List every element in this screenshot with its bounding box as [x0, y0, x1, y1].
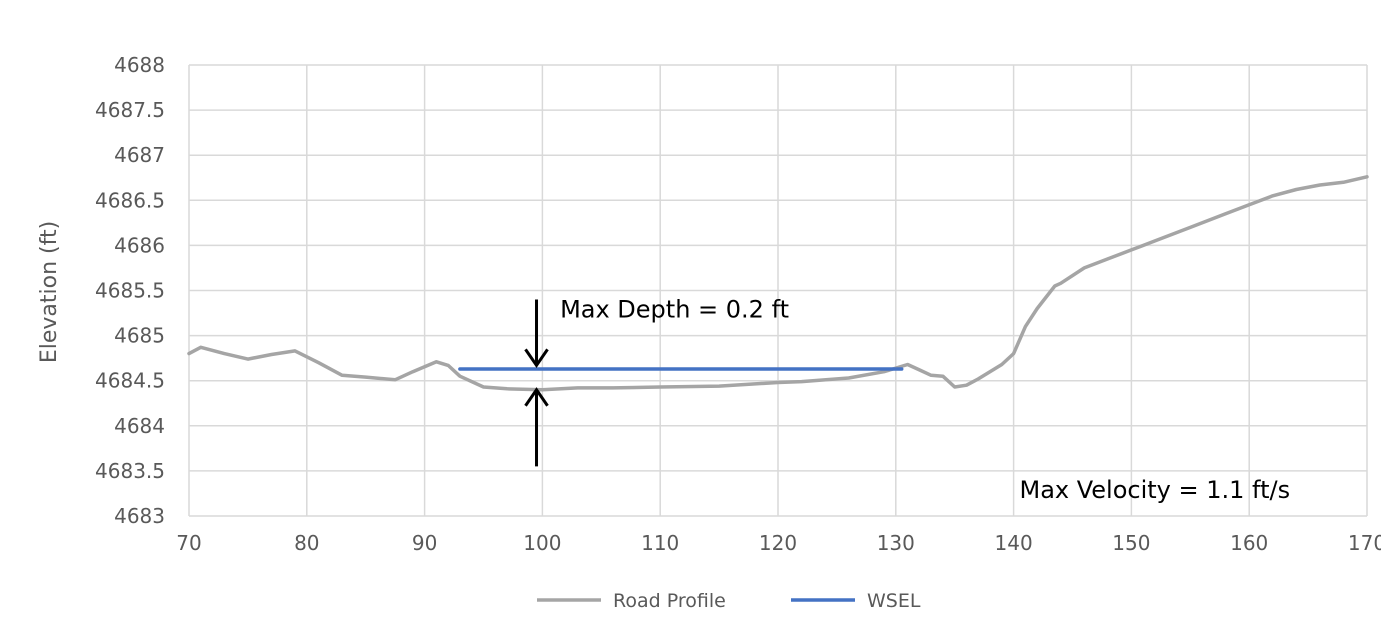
depth-arrow-up [524, 387, 549, 467]
x-tick-labels: 70 80 90 100 110 120 130 140 150 160 170 [176, 531, 1381, 555]
legend-label: WSEL [867, 590, 921, 612]
y-tick-label: 4686.5 [95, 188, 165, 212]
y-tick-label: 4685 [114, 324, 165, 348]
legend-label: Road Profile [613, 590, 726, 612]
x-tick-label: 70 [176, 531, 201, 555]
y-tick-label: 4687.5 [95, 98, 165, 122]
y-tick-label: 4685.5 [95, 279, 165, 303]
max-velocity-label: Max Velocity = 1.1 ft/s [1019, 476, 1290, 504]
y-tick-label: 4686 [114, 233, 165, 257]
y-tick-label: 4684 [114, 414, 165, 438]
legend-item-wsel: WSEL [791, 590, 921, 612]
depth-arrow-down-head [524, 348, 549, 369]
y-axis-title: Elevation (ft) [37, 221, 62, 363]
gridlines [188, 64, 1368, 517]
depth-arrow-down [524, 299, 549, 369]
y-tick-label: 4683.5 [95, 459, 165, 483]
x-tick-label: 140 [995, 531, 1033, 555]
road-profile-line [187, 175, 1369, 392]
x-tick-label: 170 [1348, 531, 1381, 555]
x-tick-label: 80 [294, 531, 319, 555]
y-tick-label: 4687 [114, 143, 165, 167]
x-tick-label: 130 [877, 531, 915, 555]
x-tick-label: 120 [759, 531, 797, 555]
legend-item-road-profile: Road Profile [537, 590, 726, 612]
y-tick-label: 4688 [114, 53, 165, 77]
y-tick-labels: 4683 4683.5 4684 4684.5 4685 4685.5 4686 4686.5… [95, 53, 165, 528]
x-tick-label: 100 [523, 531, 561, 555]
max-depth-label: Max Depth = 0.2 ft [560, 296, 789, 324]
y-tick-label: 4684.5 [95, 369, 165, 393]
depth-arrows [524, 299, 549, 467]
x-tick-label: 160 [1230, 531, 1268, 555]
y-tick-label: 4683 [114, 504, 165, 528]
depth-arrow-up-head [524, 387, 549, 407]
x-tick-label: 110 [641, 531, 679, 555]
legend: Road Profile WSEL [537, 590, 921, 612]
series-lines [187, 175, 1369, 392]
x-tick-label: 90 [412, 531, 437, 555]
annotations: Max Depth = 0.2 ft Max Velocity = 1.1 ft/… [560, 296, 1290, 504]
x-tick-label: 150 [1112, 531, 1150, 555]
